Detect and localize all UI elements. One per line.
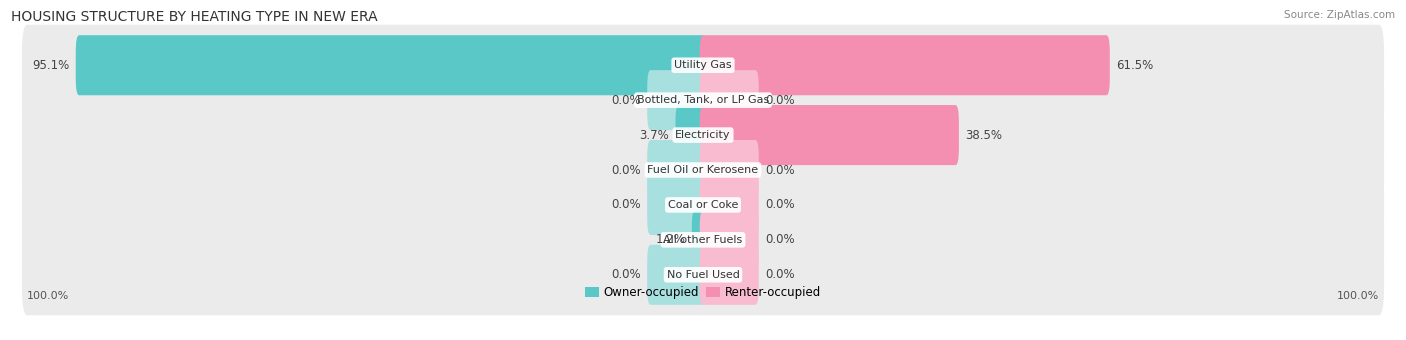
FancyBboxPatch shape (22, 199, 1384, 280)
Text: 1.2%: 1.2% (655, 233, 685, 246)
Legend: Owner-occupied, Renter-occupied: Owner-occupied, Renter-occupied (579, 281, 827, 304)
Text: HOUSING STRUCTURE BY HEATING TYPE IN NEW ERA: HOUSING STRUCTURE BY HEATING TYPE IN NEW… (11, 10, 378, 24)
Text: 0.0%: 0.0% (765, 164, 794, 176)
Text: 0.0%: 0.0% (612, 199, 641, 211)
Text: All other Fuels: All other Fuels (664, 235, 742, 245)
Text: 0.0%: 0.0% (765, 94, 794, 107)
Text: Coal or Coke: Coal or Coke (668, 200, 738, 210)
Text: Utility Gas: Utility Gas (675, 60, 731, 70)
FancyBboxPatch shape (647, 245, 706, 305)
FancyBboxPatch shape (22, 234, 1384, 315)
FancyBboxPatch shape (700, 35, 1109, 95)
Text: 100.0%: 100.0% (27, 291, 69, 301)
Text: Electricity: Electricity (675, 130, 731, 140)
Text: 0.0%: 0.0% (765, 199, 794, 211)
FancyBboxPatch shape (22, 95, 1384, 175)
FancyBboxPatch shape (22, 165, 1384, 245)
FancyBboxPatch shape (700, 210, 759, 270)
Text: 38.5%: 38.5% (966, 129, 1002, 141)
Text: 61.5%: 61.5% (1116, 59, 1153, 72)
Text: Source: ZipAtlas.com: Source: ZipAtlas.com (1284, 10, 1395, 20)
FancyBboxPatch shape (22, 59, 1384, 141)
Text: 0.0%: 0.0% (765, 268, 794, 281)
FancyBboxPatch shape (76, 35, 706, 95)
Text: 95.1%: 95.1% (32, 59, 69, 72)
Text: 3.7%: 3.7% (640, 129, 669, 141)
FancyBboxPatch shape (700, 245, 759, 305)
FancyBboxPatch shape (700, 70, 759, 130)
FancyBboxPatch shape (692, 210, 706, 270)
FancyBboxPatch shape (700, 140, 759, 200)
Text: No Fuel Used: No Fuel Used (666, 270, 740, 280)
Text: 0.0%: 0.0% (612, 164, 641, 176)
FancyBboxPatch shape (647, 175, 706, 235)
FancyBboxPatch shape (700, 105, 959, 165)
Text: Bottled, Tank, or LP Gas: Bottled, Tank, or LP Gas (637, 95, 769, 105)
FancyBboxPatch shape (675, 105, 706, 165)
FancyBboxPatch shape (22, 130, 1384, 210)
Text: 0.0%: 0.0% (765, 233, 794, 246)
Text: 0.0%: 0.0% (612, 268, 641, 281)
Text: 0.0%: 0.0% (612, 94, 641, 107)
FancyBboxPatch shape (647, 140, 706, 200)
FancyBboxPatch shape (700, 175, 759, 235)
FancyBboxPatch shape (647, 70, 706, 130)
Text: 100.0%: 100.0% (1337, 291, 1379, 301)
FancyBboxPatch shape (22, 25, 1384, 106)
Text: Fuel Oil or Kerosene: Fuel Oil or Kerosene (647, 165, 759, 175)
